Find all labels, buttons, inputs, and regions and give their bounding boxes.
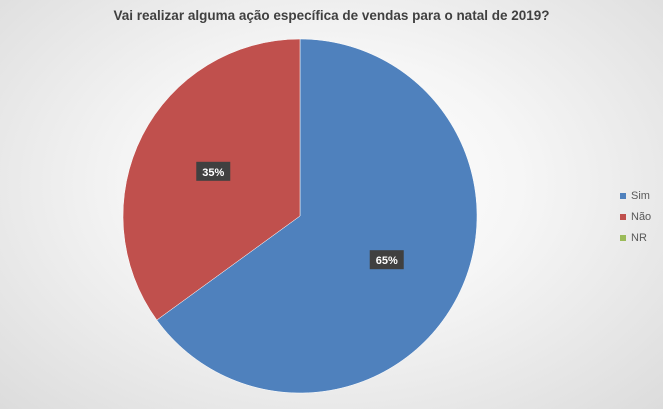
legend-swatch-nr xyxy=(620,234,626,241)
data-label-box-nao xyxy=(196,161,231,181)
legend-swatch-nao xyxy=(620,213,626,220)
data-label-text-nao: 35% xyxy=(202,167,224,179)
legend: Sim Não NR xyxy=(620,185,651,248)
data-label-sim: 65% xyxy=(369,250,404,270)
chart-title: Vai realizar alguma ação específica de v… xyxy=(113,8,550,23)
legend-label-nr: NR xyxy=(631,231,647,244)
legend-item-nr: NR xyxy=(620,227,651,248)
legend-item-nao: Não xyxy=(620,206,651,227)
legend-label-sim: Sim xyxy=(631,189,650,202)
legend-label-nao: Não xyxy=(631,210,652,223)
legend-item-sim: Sim xyxy=(620,185,651,206)
data-label-text-sim: 65% xyxy=(376,255,398,267)
pie-slice-sim xyxy=(156,38,478,394)
data-label-nao: 35% xyxy=(196,161,231,181)
legend-swatch-sim xyxy=(620,192,626,199)
data-label-box-sim xyxy=(369,250,404,270)
